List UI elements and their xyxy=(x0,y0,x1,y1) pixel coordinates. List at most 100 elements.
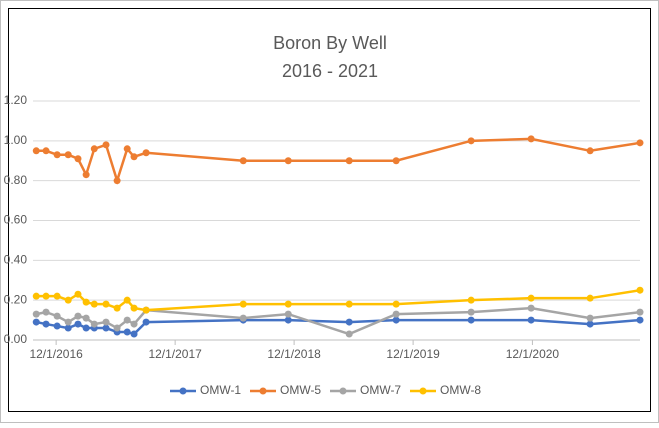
point xyxy=(32,292,40,300)
point xyxy=(74,312,82,320)
point xyxy=(82,314,90,322)
point xyxy=(64,151,72,159)
point xyxy=(123,316,131,324)
y-tick-label: 1.20 xyxy=(4,93,28,107)
point xyxy=(102,318,110,326)
legend-label: OMW-8 xyxy=(440,383,481,397)
x-tick-label: 12/1/2017 xyxy=(148,347,202,361)
point xyxy=(527,316,535,324)
point xyxy=(64,318,72,326)
legend-marker xyxy=(419,387,427,395)
point xyxy=(467,316,475,324)
point xyxy=(53,312,61,320)
point xyxy=(53,151,61,159)
legend-marker xyxy=(259,387,267,395)
point xyxy=(527,304,535,312)
point xyxy=(53,292,61,300)
point xyxy=(392,316,400,324)
point xyxy=(123,145,131,153)
x-tick-label: 12/1/2019 xyxy=(386,347,440,361)
y-tick-label: 0.40 xyxy=(4,253,28,267)
y-tick-label: 0.00 xyxy=(4,332,28,346)
point xyxy=(345,157,353,165)
point xyxy=(392,310,400,318)
point xyxy=(527,135,535,143)
point xyxy=(636,316,644,324)
point xyxy=(42,308,50,316)
chart-area xyxy=(8,8,651,412)
point xyxy=(284,310,292,318)
point xyxy=(345,330,353,338)
point xyxy=(586,314,594,322)
point xyxy=(113,304,121,312)
point xyxy=(586,320,594,328)
point xyxy=(239,157,247,165)
point xyxy=(32,310,40,318)
point xyxy=(586,147,594,155)
point xyxy=(239,300,247,308)
point xyxy=(42,147,50,155)
point xyxy=(82,298,90,306)
point xyxy=(82,324,90,332)
point xyxy=(113,324,121,332)
point xyxy=(142,306,150,314)
point xyxy=(90,320,98,328)
point xyxy=(345,300,353,308)
point xyxy=(284,157,292,165)
legend-marker xyxy=(339,387,347,395)
point xyxy=(113,177,121,185)
point xyxy=(142,149,150,157)
point xyxy=(64,324,72,332)
point xyxy=(467,308,475,316)
x-tick-label: 12/1/2016 xyxy=(29,347,83,361)
legend-label: OMW-5 xyxy=(280,383,321,397)
legend-label: OMW-1 xyxy=(200,383,241,397)
point xyxy=(74,290,82,298)
point xyxy=(392,300,400,308)
point xyxy=(64,296,72,304)
legend-marker xyxy=(179,387,187,395)
point xyxy=(284,300,292,308)
point xyxy=(130,153,138,161)
point xyxy=(467,296,475,304)
point xyxy=(284,316,292,324)
point xyxy=(636,308,644,316)
point xyxy=(527,294,535,302)
point xyxy=(53,322,61,330)
chart-title: Boron By Well xyxy=(273,33,387,53)
x-tick-label: 12/1/2018 xyxy=(267,347,321,361)
point xyxy=(130,304,138,312)
point xyxy=(392,157,400,165)
x-tick-label: 12/1/2020 xyxy=(506,347,560,361)
point xyxy=(345,318,353,326)
point xyxy=(74,155,82,163)
point xyxy=(32,147,40,155)
point xyxy=(130,320,138,328)
point xyxy=(636,286,644,294)
point xyxy=(42,292,50,300)
point xyxy=(82,171,90,179)
legend-label: OMW-7 xyxy=(360,383,401,397)
point xyxy=(102,141,110,149)
point xyxy=(636,139,644,147)
point xyxy=(42,320,50,328)
point xyxy=(32,318,40,326)
y-tick-label: 0.80 xyxy=(4,173,28,187)
y-tick-label: 0.60 xyxy=(4,213,28,227)
point xyxy=(130,330,138,338)
y-tick-label: 1.00 xyxy=(4,133,28,147)
point xyxy=(74,320,82,328)
y-tick-label: 0.20 xyxy=(4,292,28,306)
point xyxy=(123,296,131,304)
point xyxy=(142,318,150,326)
point xyxy=(102,324,110,332)
point xyxy=(586,294,594,302)
point xyxy=(102,300,110,308)
point xyxy=(90,300,98,308)
point xyxy=(239,314,247,322)
point xyxy=(123,328,131,336)
point xyxy=(467,137,475,145)
chart-subtitle: 2016 - 2021 xyxy=(282,61,378,81)
point xyxy=(90,145,98,153)
